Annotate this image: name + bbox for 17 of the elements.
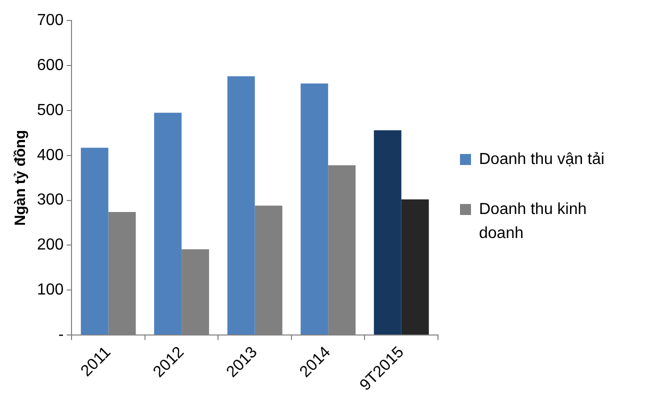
- bar: [401, 199, 429, 335]
- y-tick-label: -: [58, 326, 64, 344]
- y-tick-label: 700: [36, 12, 64, 30]
- y-tick-label: 300: [36, 192, 64, 209]
- y-axis-title: Ngàn tỷ đồng: [12, 130, 30, 226]
- y-tick-label: 100: [36, 282, 64, 299]
- legend-label: Doanh thu kinh doanh: [479, 200, 588, 244]
- y-tick-label: 600: [36, 56, 64, 74]
- bar: [227, 76, 255, 335]
- y-tick-label: 500: [36, 102, 64, 119]
- bar: [80, 148, 108, 335]
- bar: [300, 83, 328, 335]
- bar: [154, 112, 182, 335]
- y-tick-label: 400: [36, 146, 64, 164]
- legend-label: Doanh thu vận tải: [479, 150, 604, 170]
- bar: [374, 130, 402, 335]
- y-tick-label: 200: [36, 236, 64, 254]
